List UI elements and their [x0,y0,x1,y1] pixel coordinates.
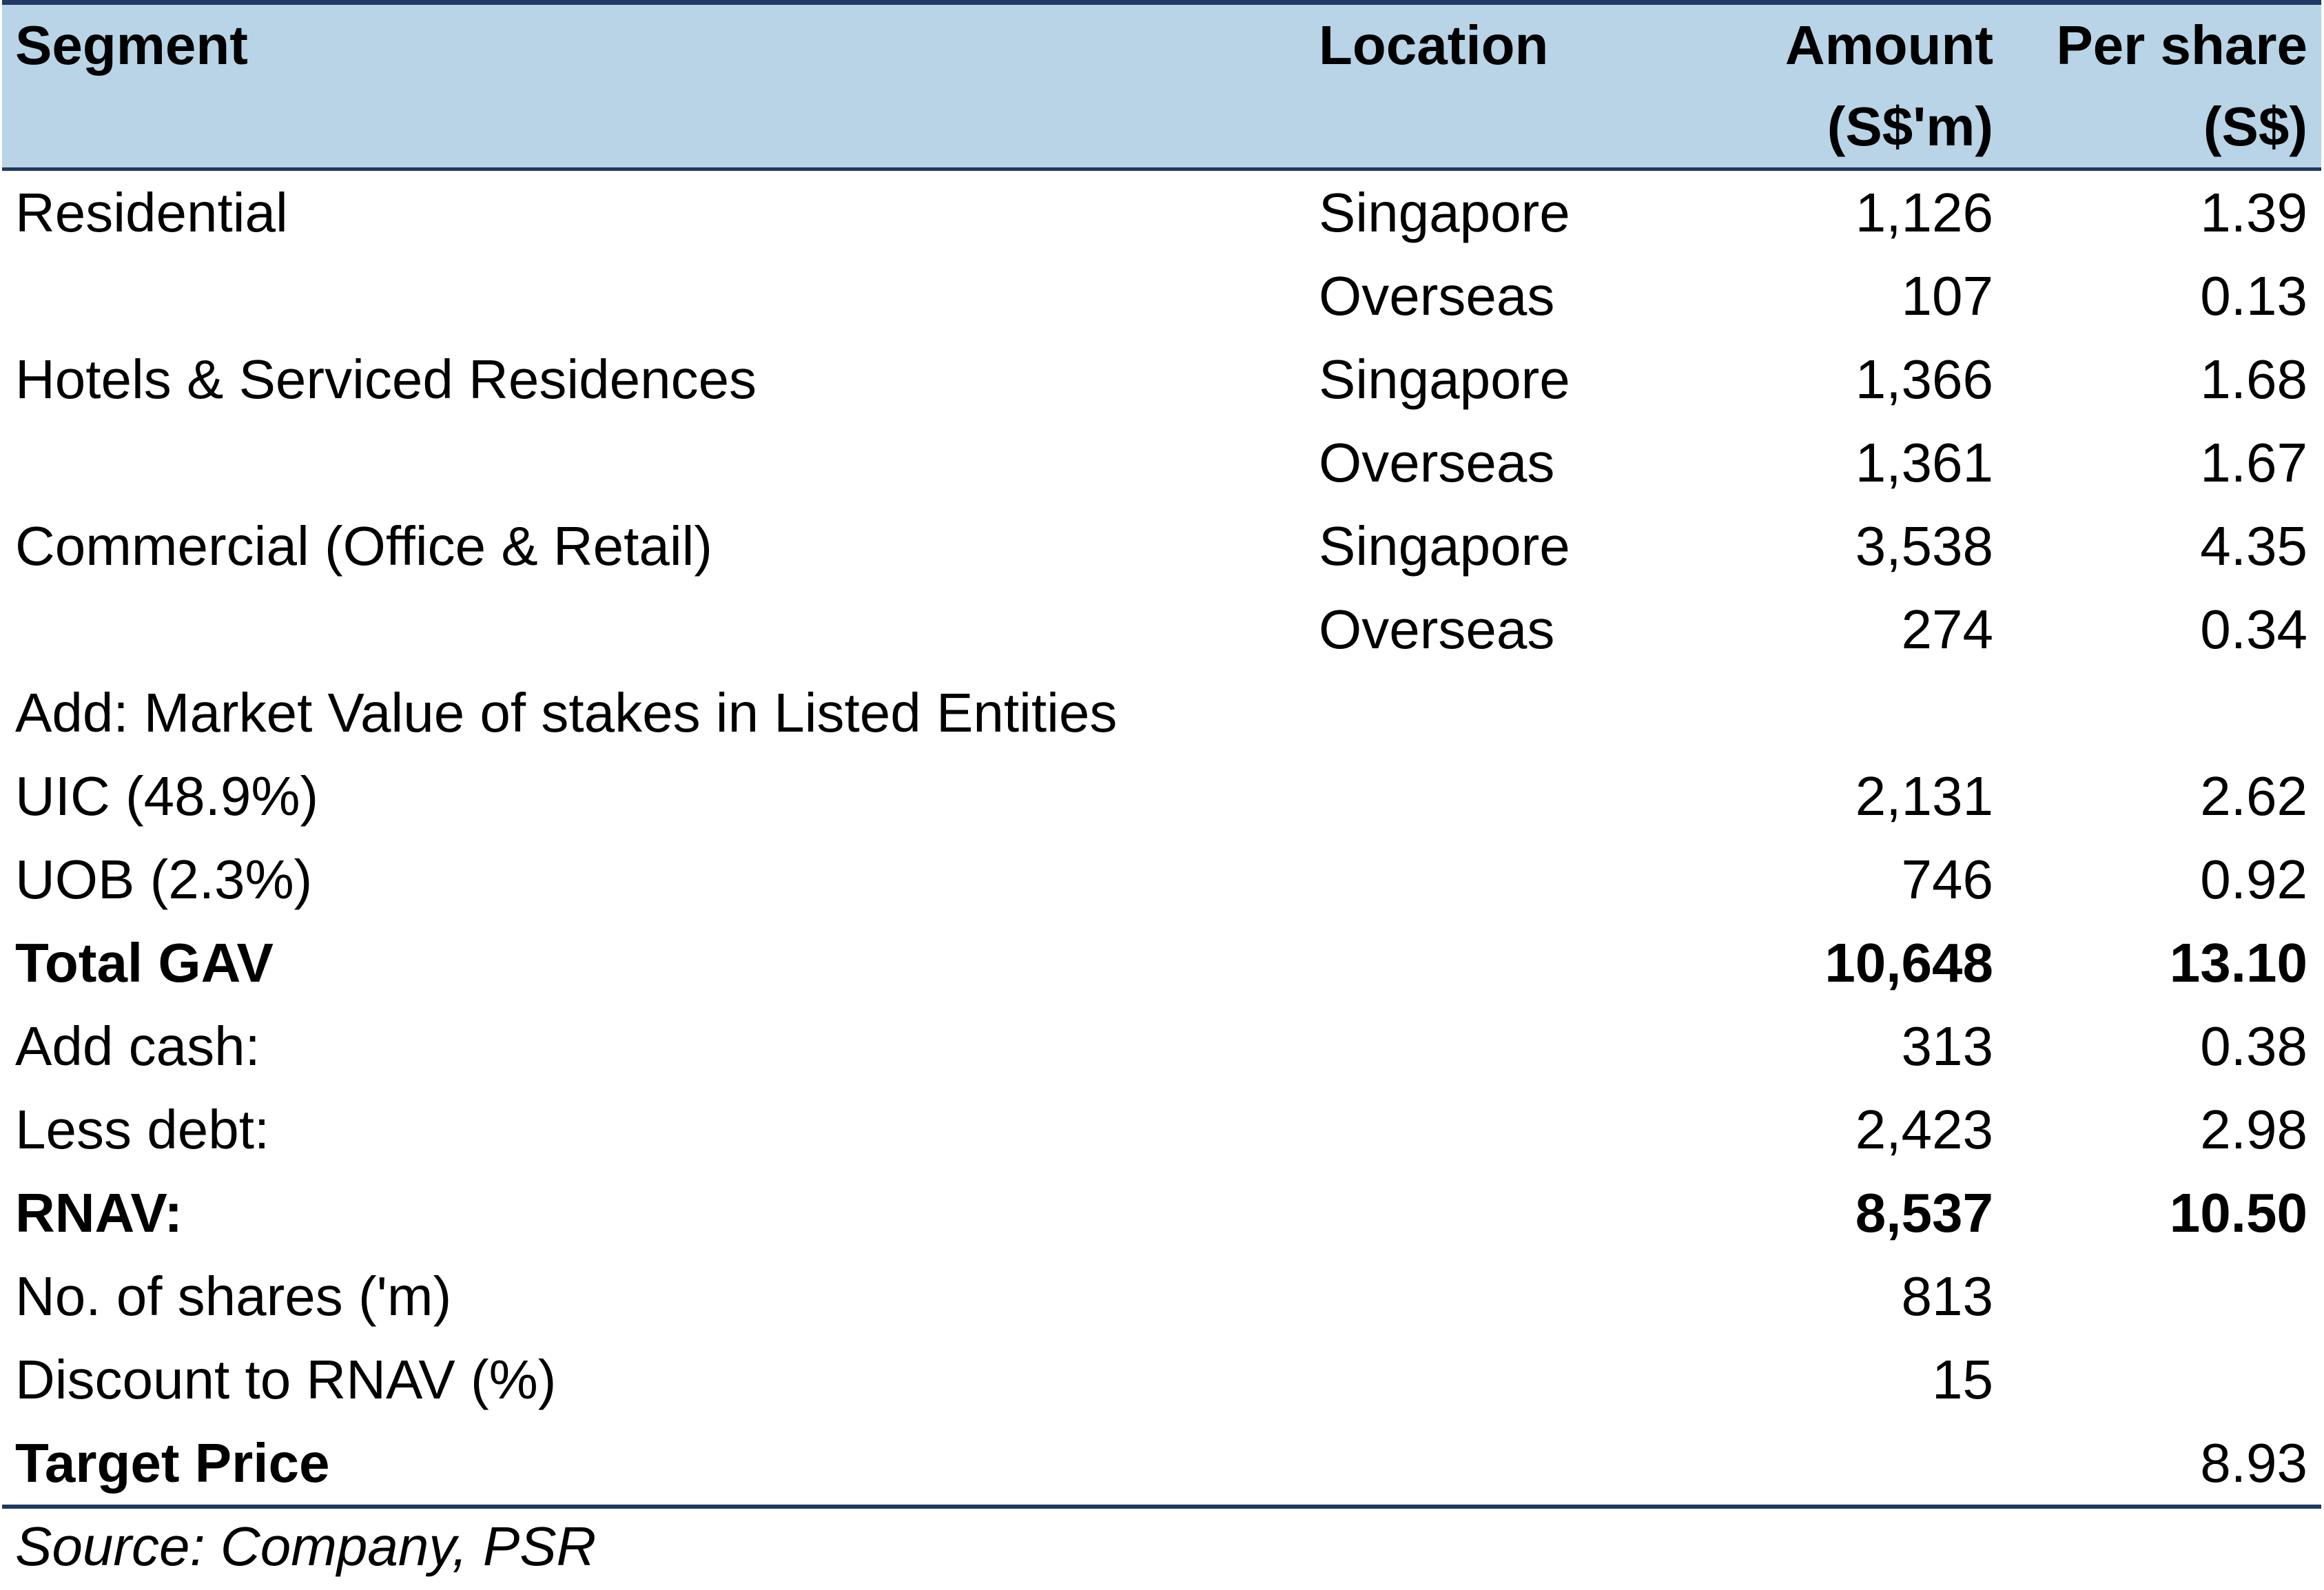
per-share-cell: 0.13 [2200,265,2307,327]
segment-cell: RNAV: [15,1182,183,1243]
table-row: Overseas 1,361 1.67 [2,421,2321,504]
table-row: No. of shares ('m) 813 [2,1255,2321,1338]
location-cell: Overseas [1319,599,1555,660]
segment-cell: UOB (2.3%) [15,849,313,910]
table-row: RNAV: 8,537 10.50 [2,1171,2321,1255]
per-share-cell: 8.93 [2200,1432,2307,1494]
per-share-cell: 13.10 [2169,932,2307,993]
segment-cell: Discount to RNAV (%) [15,1349,557,1410]
amount-cell: 2,131 [1855,765,1993,827]
segment-cell: Residential [15,182,288,243]
header-location: Location [1319,5,1548,86]
table-header: Segment Location Amount (S$'m) Per share… [2,0,2321,171]
header-segment-label: Segment [15,14,248,76]
amount-cell: 107 [1901,265,1993,327]
segment-cell: Add cash: [15,1015,260,1077]
table-row: Total GAV 10,648 13.10 [2,921,2321,1004]
table-row: Hotels & Serviced Residences Singapore 1,3… [2,338,2321,421]
segment-cell: Commercial (Office & Retail) [15,515,713,577]
location-cell: Singapore [1319,182,1570,243]
per-share-cell: 0.38 [2200,1015,2307,1077]
header-amount-line2: (S$'m) [1827,96,1993,157]
table-row: Commercial (Office & Retail) Singapore 3,5… [2,504,2321,588]
amount-cell: 313 [1901,1015,1993,1077]
table-row: Overseas 107 0.13 [2,254,2321,338]
rnav-table: Segment Location Amount (S$'m) Per share… [2,0,2321,1509]
table-row: Discount to RNAV (%) 15 [2,1338,2321,1421]
table-row: Target Price 8.93 [2,1421,2321,1505]
per-share-cell: 2.62 [2200,765,2307,827]
amount-cell: 10,648 [1824,932,1993,993]
per-share-cell: 0.34 [2200,599,2307,660]
table-body: Residential Singapore 1,126 1.39 Overseas 107… [2,171,2321,1509]
per-share-cell: 1.68 [2200,349,2307,410]
table-row: Residential Singapore 1,126 1.39 [2,171,2321,254]
segment-cell: Hotels & Serviced Residences [15,349,757,410]
per-share-cell: 2.98 [2200,1099,2307,1160]
per-share-cell: 10.50 [2169,1182,2307,1243]
location-cell: Singapore [1319,515,1570,577]
header-segment: Segment [15,5,248,86]
location-cell: Overseas [1319,432,1555,493]
amount-cell: 8,537 [1855,1182,1993,1243]
segment-cell: No. of shares ('m) [15,1266,452,1327]
per-share-cell: 1.39 [2200,182,2307,243]
table-row: Add: Market Value of stakes in Listed En… [2,671,2321,754]
header-amount-line1: Amount [1785,14,1993,76]
table-row: UIC (48.9%) 2,131 2.62 [2,754,2321,838]
header-per-share-line2: (S$) [2203,96,2307,157]
per-share-cell: 0.92 [2200,849,2307,910]
header-amount: Amount (S$'m) [1785,5,1993,167]
amount-cell: 3,538 [1855,515,1993,577]
table-row: Overseas 274 0.34 [2,588,2321,671]
location-cell: Overseas [1319,265,1555,327]
amount-cell: 274 [1901,599,1993,660]
segment-cell: UIC (48.9%) [15,765,319,827]
per-share-cell: 1.67 [2200,432,2307,493]
table-row: UOB (2.3%) 746 0.92 [2,838,2321,921]
amount-cell: 1,366 [1855,349,1993,410]
source-note: Source: Company, PSR [15,1516,597,1577]
amount-cell: 1,361 [1855,432,1993,493]
location-cell: Singapore [1319,349,1570,410]
amount-cell: 2,423 [1855,1099,1993,1160]
segment-cell: Total GAV [15,932,274,993]
amount-cell: 813 [1901,1266,1993,1327]
segment-cell: Less debt: [15,1099,270,1160]
table-row: Add cash: 313 0.38 [2,1004,2321,1088]
per-share-cell: 4.35 [2200,515,2307,577]
segment-cell: Add: Market Value of stakes in Listed En… [15,682,1118,743]
header-location-label: Location [1319,14,1549,76]
segment-cell: Target Price [15,1432,330,1494]
amount-cell: 1,126 [1855,182,1993,243]
amount-cell: 746 [1901,849,1993,910]
header-per-share: Per share (S$) [2056,5,2307,167]
table-row: Less debt: 2,423 2.98 [2,1088,2321,1171]
header-per-share-line1: Per share [2056,14,2307,76]
amount-cell: 15 [1932,1349,1993,1410]
